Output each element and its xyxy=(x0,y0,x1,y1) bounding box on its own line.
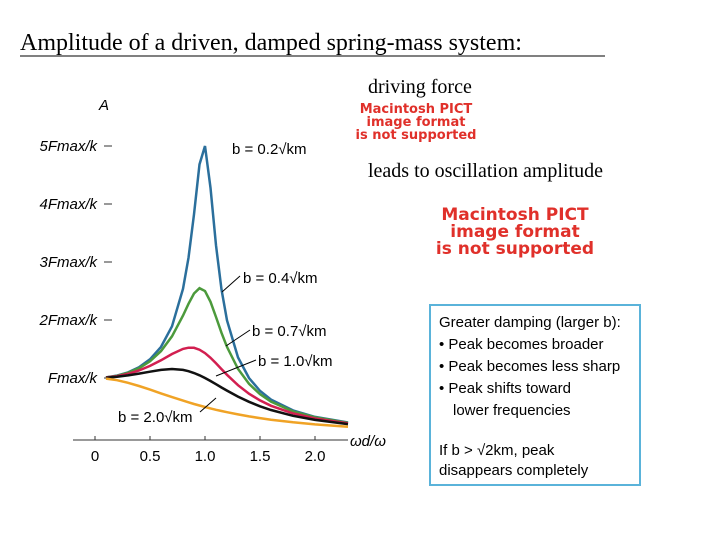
note-bullet: • Peak becomes broader xyxy=(439,336,604,353)
image-placeholder: image format xyxy=(367,115,466,130)
y-axis-label: A xyxy=(98,97,109,114)
x-tick-label: 1.0 xyxy=(195,448,216,465)
note-bullet: lower frequencies xyxy=(453,402,571,419)
label-leader xyxy=(199,397,217,413)
y-tick-label: Fmax/k xyxy=(48,370,99,387)
image-placeholder: Macintosh PICT xyxy=(360,102,473,117)
image-placeholder: is not supported xyxy=(356,128,477,143)
label-leader xyxy=(215,359,257,377)
note-bullet: • Peak shifts toward xyxy=(439,380,571,397)
image-placeholder: image format xyxy=(450,222,579,242)
note-footer: disappears completely xyxy=(439,462,589,479)
slide-title: Amplitude of a driven, damped spring-mas… xyxy=(20,30,522,56)
y-tick-label: 5Fmax/k xyxy=(39,138,98,155)
x-tick-label: 0 xyxy=(91,448,99,465)
curve-label: b = 1.0√km xyxy=(258,353,333,370)
text-amplitude: leads to oscillation amplitude xyxy=(368,160,603,182)
y-tick-label: 3Fmax/k xyxy=(39,254,98,271)
note-box xyxy=(429,304,641,486)
note-heading: Greater damping (larger b): xyxy=(439,314,621,331)
curve-label: b = 0.7√km xyxy=(252,323,327,340)
note-footer: If b > √2km, peak xyxy=(439,442,555,459)
curve xyxy=(105,145,349,424)
y-tick-label: 4Fmax/k xyxy=(39,196,98,213)
label-leader xyxy=(225,329,251,347)
y-tick-label: 2Fmax/k xyxy=(38,312,98,329)
x-tick-label: 0.5 xyxy=(140,448,161,465)
curve-label: b = 2.0√km xyxy=(118,409,193,426)
note-bullet: • Peak becomes less sharp xyxy=(439,358,620,375)
label-leader xyxy=(221,275,241,293)
image-placeholder: Macintosh PICT xyxy=(441,205,589,225)
curve xyxy=(105,286,349,425)
image-placeholder: is not supported xyxy=(436,239,594,259)
x-axis-label: ωd/ω xyxy=(350,433,386,450)
curve xyxy=(105,346,349,425)
curve-label: b = 0.4√km xyxy=(243,270,318,287)
x-tick-label: 2.0 xyxy=(305,448,326,465)
x-tick-label: 1.5 xyxy=(250,448,271,465)
curve-label: b = 0.2√km xyxy=(232,141,307,158)
curve xyxy=(105,367,349,426)
text-driving-force: driving force xyxy=(368,76,472,98)
